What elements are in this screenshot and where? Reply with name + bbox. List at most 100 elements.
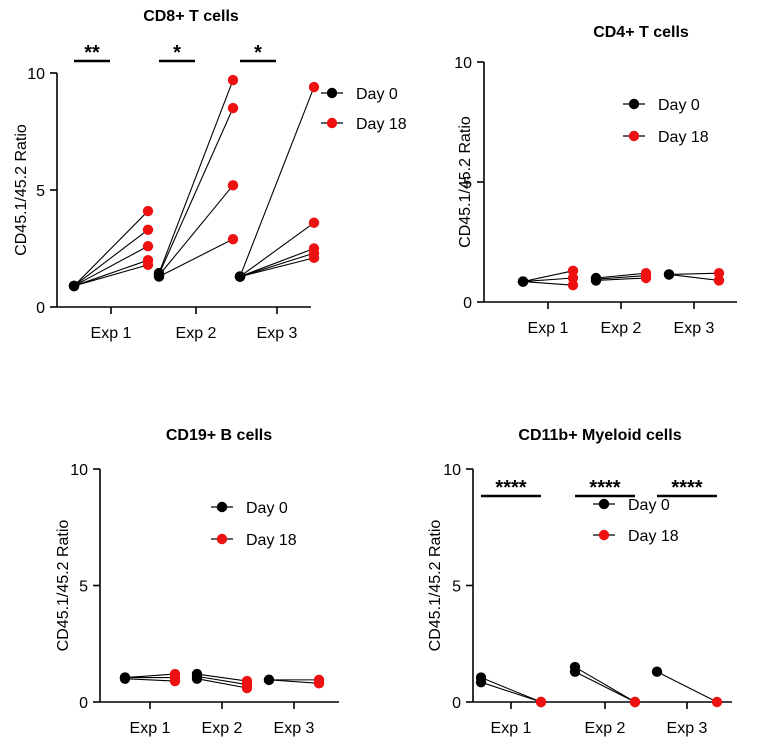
legend-label: Day 0 [628, 497, 670, 514]
pair-line [196, 678, 248, 689]
data-point-day0 [475, 676, 487, 688]
data-point-day0 [234, 271, 246, 282]
y-tick-label: 10 [443, 462, 461, 479]
pair-line [73, 259, 149, 287]
pair-line [158, 107, 234, 275]
data-point-day18 [308, 217, 320, 228]
significance-label: **** [671, 477, 702, 499]
x-tick-label: Exp 1 [130, 720, 171, 737]
pair-line [656, 671, 718, 703]
pair-line [73, 245, 149, 287]
pair-line [480, 681, 542, 703]
pair-line [239, 222, 315, 278]
pair-line [196, 673, 248, 682]
x-tick-label: Exp 3 [257, 325, 298, 342]
y-tick-label: 10 [70, 462, 88, 479]
chart-title: CD19+ B cells [166, 427, 272, 444]
pair-line [73, 264, 149, 287]
x-tick-label: Exp 2 [601, 320, 642, 337]
chart-panel-2: CD4+ T cells CD45.1/45.2 Ratio 0 5 10 Exp 1 Ex… [454, 24, 737, 337]
pair-line [73, 210, 149, 287]
y-tick-label: 10 [454, 55, 472, 72]
data-point-day0 [663, 269, 675, 280]
pair-line [239, 257, 315, 278]
pair-line [239, 86, 315, 277]
data-point-day18 [535, 696, 547, 708]
pair-line [239, 247, 315, 278]
legend-marker-day0 [216, 501, 228, 513]
data-point-day18 [142, 205, 154, 217]
data-point-day0 [153, 271, 165, 282]
data-point-day0 [263, 674, 275, 686]
pair-line [522, 270, 574, 283]
y-tick-label: 5 [36, 183, 45, 200]
x-tick-label: Exp 2 [585, 720, 626, 737]
pair-line [239, 252, 315, 278]
data-point-day18 [169, 675, 181, 687]
data-point-day18 [567, 280, 579, 291]
x-tick-label: Exp 1 [91, 325, 132, 342]
y-tick-label: 0 [79, 695, 88, 712]
data-point-day18 [142, 259, 154, 271]
legend-marker-day18 [598, 529, 610, 541]
chart-panel-3: CD19+ B cells CD45.1/45.2 Ratio 0 5 10 Exp 1 E… [55, 427, 339, 737]
significance-label: * [254, 42, 262, 64]
data-point-day0 [569, 666, 581, 677]
y-tick-label: 0 [463, 295, 472, 312]
pair-line [595, 277, 647, 281]
pair-line [158, 79, 234, 274]
y-tick-label: 0 [452, 695, 461, 712]
legend-label: Day 0 [246, 500, 288, 517]
data-point-day18 [711, 696, 723, 708]
legend-label: Day 18 [246, 532, 297, 549]
pair-line [668, 273, 720, 281]
data-point-day18 [308, 252, 320, 264]
x-tick-label: Exp 1 [528, 320, 569, 337]
data-point-day18 [227, 180, 239, 191]
chart-panel-1: CD8+ T cells CD45.1/45.2 Ratio 0 5 10 Exp 1 Ex… [13, 8, 407, 342]
pair-line [124, 673, 176, 679]
legend-label: Day 18 [356, 116, 407, 133]
chart-title: CD4+ T cells [593, 24, 689, 41]
data-point-day18 [567, 272, 579, 284]
significance-label: ** [84, 42, 100, 64]
data-point-day18 [142, 224, 154, 235]
significance-label: * [173, 42, 181, 64]
pair-line [268, 679, 320, 684]
data-point-day18 [227, 74, 239, 86]
y-axis-label: CD45.1/45.2 Ratio [55, 520, 72, 652]
pair-line [196, 675, 248, 686]
pair-line [522, 281, 574, 286]
y-axis-label: CD45.1/45.2 Ratio [427, 520, 444, 652]
chart-title: CD8+ T cells [143, 8, 239, 25]
y-tick-label: 5 [452, 579, 461, 596]
y-axis-label: CD45.1/45.2 Ratio [457, 116, 474, 248]
pair-line [158, 184, 234, 276]
data-point-day18 [713, 275, 725, 286]
legend-marker-day18 [628, 130, 640, 142]
data-point-day18 [313, 678, 325, 689]
pair-line [595, 275, 647, 280]
data-point-day18 [308, 81, 320, 93]
x-tick-label: Exp 1 [491, 720, 532, 737]
legend-label: Day 0 [356, 86, 398, 103]
x-tick-label: Exp 3 [667, 720, 708, 737]
data-point-day0 [119, 673, 131, 684]
data-point-day18 [629, 696, 641, 708]
x-tick-label: Exp 3 [674, 320, 715, 337]
legend-marker-day0 [326, 87, 338, 99]
y-tick-label: 10 [27, 66, 45, 83]
data-point-day18 [713, 268, 725, 279]
pair-line [574, 671, 636, 703]
pair-line [595, 272, 647, 279]
legend-label: Day 18 [658, 129, 709, 146]
legend-label: Day 0 [658, 97, 700, 114]
chart-panel-4: CD11b+ Myeloid cells CD45.1/45.2 Ratio 0 5 1… [427, 427, 732, 737]
chart-title: CD11b+ Myeloid cells [518, 427, 681, 444]
y-axis-label: CD45.1/45.2 Ratio [13, 124, 30, 256]
data-point-day0 [517, 276, 529, 287]
data-point-day18 [241, 682, 253, 694]
significance-label: **** [495, 477, 526, 499]
pair-line [522, 277, 574, 283]
